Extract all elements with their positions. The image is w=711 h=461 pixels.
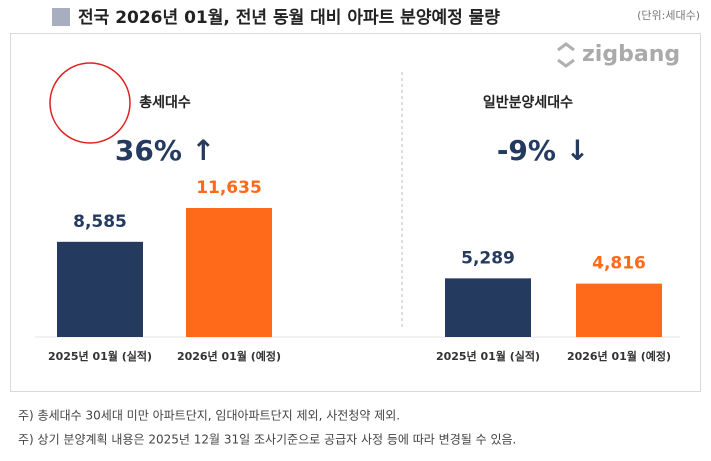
bar [57,241,143,337]
title: 전국 2026년 01월, 전년 동월 대비 아파트 분양예정 물량 [78,8,500,28]
value-label: 5,289 [461,248,515,268]
x-tick-label: 2026년 01월 (예정) [567,349,671,363]
value-label: 4,816 [592,254,646,274]
value-label: 11,635 [196,178,262,198]
frame [10,33,701,392]
unit: (단위:세대수) [637,9,700,22]
bar [186,208,272,337]
note: 주) 총세대수 30세대 미만 아파트단지, 임대아파트단지 제외, 사전청약 … [18,408,400,423]
bar [445,278,531,337]
x-tick-label: 2025년 01월 (실적) [48,349,152,363]
value-label: 8,585 [73,212,127,232]
change-label: 36% ↑ [115,134,215,167]
highlight-circle [49,62,131,144]
x-tick-label: 2026년 01월 (예정) [177,349,281,363]
logo: zigbang [582,42,680,67]
bar [576,283,662,337]
x-tick-label: 2025년 01월 (실적) [436,349,540,363]
panel-title: 총세대수 [139,95,191,111]
logo-icon [557,42,575,68]
panel-title: 일반분양세대수 [483,94,573,111]
note: 주) 상기 분양계획 내용은 2025년 12월 31일 조사기준으로 공급자 … [18,433,516,447]
change-label: -9% ↓ [497,134,589,167]
title-marker [52,8,70,26]
